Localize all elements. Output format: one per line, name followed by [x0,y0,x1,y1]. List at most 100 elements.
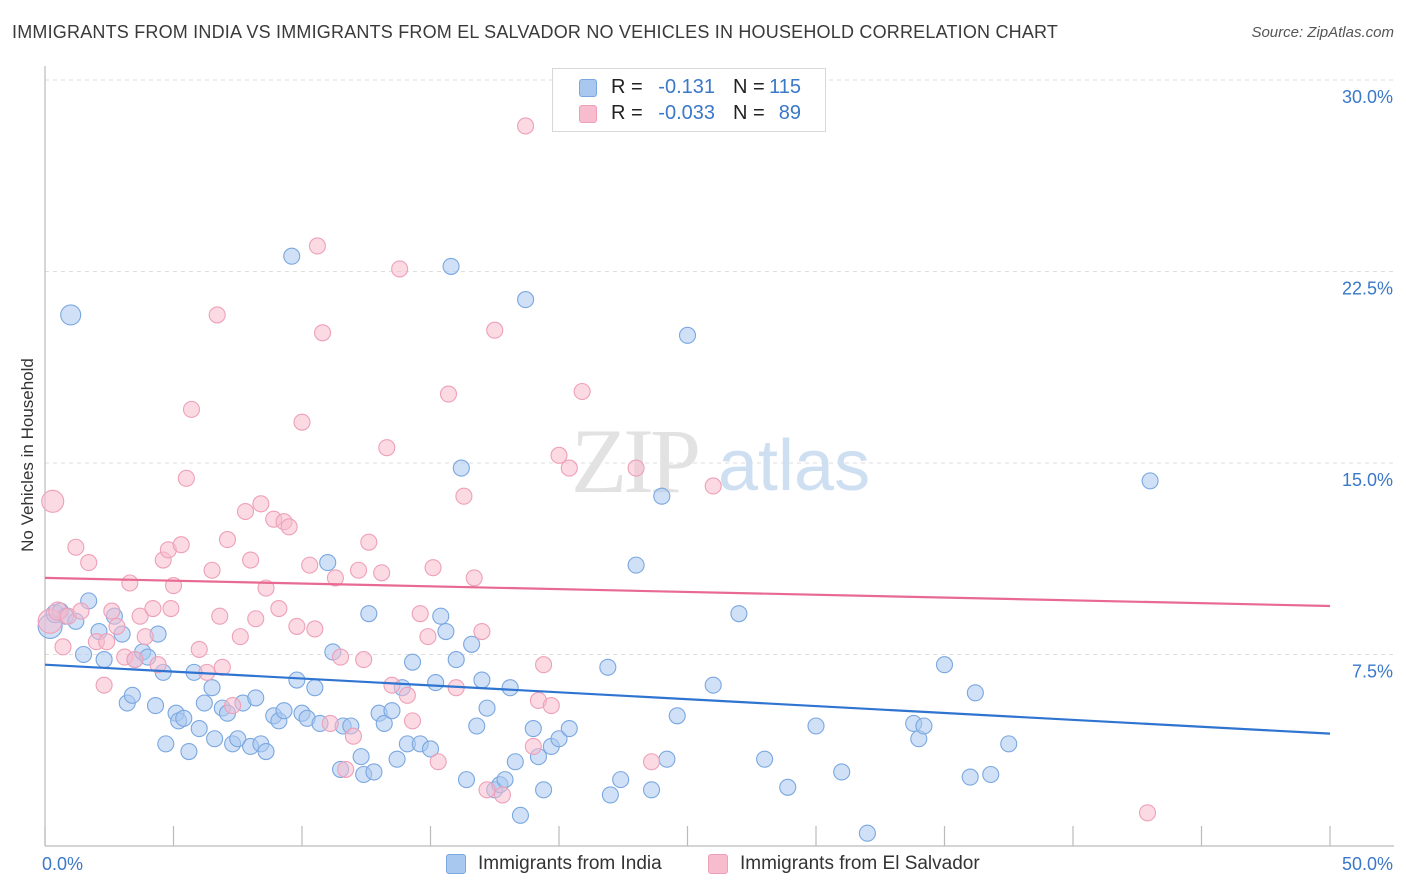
india-point [403,653,422,671]
elsalvador-point [524,737,542,755]
india-point [306,679,324,697]
india-point [288,671,306,689]
elsalvador-point [242,551,260,569]
elsalvador-point [308,237,326,255]
elsalvador-point [550,446,568,464]
x-tick-label: 0.0% [42,854,83,874]
elsalvador-point [560,459,578,477]
india-point [421,740,440,758]
india-point [612,771,630,789]
elsalvador-point [162,599,180,618]
elsalvador-point [403,712,422,730]
elsalvador-point [349,561,368,579]
india-point [961,768,979,786]
india-point [627,556,645,574]
elsalvador-point [326,569,344,587]
elsalvador-point [337,760,355,778]
india-point [146,697,165,715]
india-point [560,719,578,738]
india-point [550,730,568,748]
elsalvador-point [439,385,458,403]
india-point [642,781,661,799]
y-tick-label: 7.5% [1352,662,1393,682]
elsalvador-point [218,531,237,549]
india-point [935,656,954,674]
elsalvador-point [398,686,416,704]
india-point [463,635,481,653]
india-point [257,742,275,761]
india-legend-label: Immigrants from India [478,853,662,874]
elsalvador-point [331,648,350,666]
india-point [206,730,224,748]
y-tick-label: 15.0% [1342,470,1393,490]
y-tick-label: 22.5% [1342,279,1393,299]
elsalvador-point [80,554,98,572]
india-point [247,689,265,707]
elsalvador-point [486,321,504,339]
elsalvador-point [231,628,249,646]
india-point [807,717,825,735]
elsalvador-point [704,477,722,495]
stats-legend: R = -0.131 N = 115 R = -0.033 N = 89 [552,68,826,132]
elsalvador-point [121,574,139,592]
elsalvador-point [301,556,319,574]
n-label: N = [733,76,765,98]
elsalvador-point [203,561,221,579]
elsalvador-point [473,622,491,641]
axes [44,66,1394,847]
india-point [365,763,383,781]
india-point [653,487,671,505]
elsalvador-point [542,697,560,715]
india-point [447,651,465,669]
elsalvador-point [257,579,275,597]
india-point [180,742,198,761]
gridlines [45,79,1394,655]
india-point [95,651,113,669]
elsalvador-point [149,656,167,674]
elsalvador-point [211,607,229,625]
elsalvador-point [306,620,324,638]
india-point [157,735,175,753]
india-point [190,719,208,738]
source-label: Source: ZipAtlas.com [1251,24,1394,41]
india-point [427,674,445,692]
india-point [432,607,450,625]
india-swatch [579,79,597,97]
elsalvador-legend-label: Immigrants from El Salvador [740,853,980,874]
india-point [442,257,460,275]
elsalvador-point [288,617,306,635]
india-point [473,671,491,689]
india-point [858,824,876,842]
elsalvador-legend-swatch [708,854,728,874]
india-point [383,702,401,720]
india-point [283,247,301,265]
elsalvador-point [419,628,437,646]
elsalvador-r-value: -0.033 [658,102,715,124]
r-label: R = [611,76,643,98]
elsalvador-point [573,382,591,401]
india-point [375,714,393,732]
india-point [203,679,221,697]
elsalvador-point [224,697,242,715]
india-point [75,645,93,664]
india-point [730,605,748,623]
elsalvador-point [293,413,311,431]
elsalvador-point [344,727,362,745]
elsalvador-point [378,439,396,457]
india-point [175,709,193,727]
elsalvador-point [182,400,201,418]
india-point [388,750,406,768]
tick-labels: 7.5% 15.0% 22.5% 30.0% 0.0% 50.0% [42,87,1393,874]
elsalvador-point [424,559,442,577]
elsalvador-point [72,602,90,620]
india-point [599,658,617,676]
elsalvador-point [103,602,121,620]
india-point [535,781,553,799]
india-point [229,730,247,748]
india-point [437,622,455,641]
india-point [60,304,82,326]
india-point [756,750,774,768]
india-point [319,554,337,572]
india-r-value: -0.131 [658,76,715,98]
